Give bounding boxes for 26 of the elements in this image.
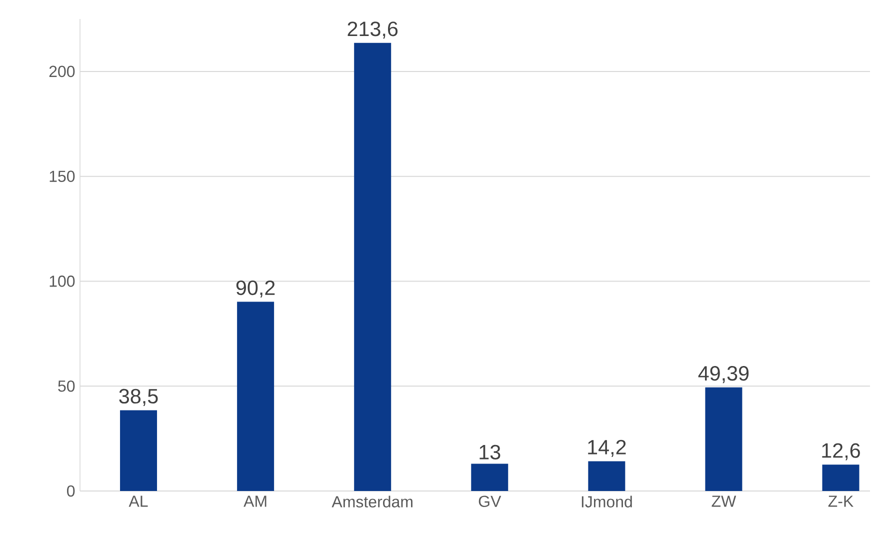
- y-tick-label: 0: [67, 485, 75, 497]
- x-tick-label: ZW: [712, 496, 736, 507]
- bar: [705, 387, 742, 491]
- x-tick-label: AM: [244, 496, 266, 507]
- data-label: 49,39: [698, 366, 749, 384]
- data-label: 14,2: [588, 440, 626, 457]
- x-tick-label: Z-K: [828, 496, 854, 507]
- y-tick-label: 150: [50, 170, 75, 182]
- bar: [822, 464, 860, 491]
- y-tick-label: 200: [49, 66, 75, 78]
- data-label: 12,6: [822, 443, 860, 460]
- bar: [471, 464, 508, 491]
- data-label: 38,5: [119, 388, 158, 406]
- x-tick-label: GV: [478, 496, 502, 508]
- x-tick-label: IJmond: [582, 496, 632, 508]
- bar: [237, 302, 274, 491]
- bar: [354, 42, 392, 491]
- y-tick-label: 100: [50, 276, 75, 287]
- data-label: 213,6: [348, 22, 398, 39]
- x-tick-label: AL: [128, 496, 148, 507]
- bar: [588, 461, 626, 491]
- bar: [120, 410, 158, 491]
- x-tick-label: Amsterdam: [332, 496, 412, 508]
- data-label: 90,2: [236, 280, 275, 298]
- y-tick-label: 50: [58, 380, 75, 392]
- data-label: 13: [480, 444, 500, 460]
